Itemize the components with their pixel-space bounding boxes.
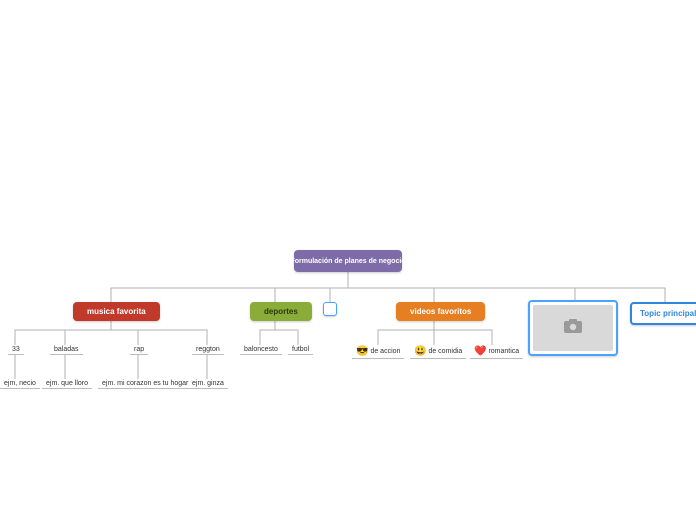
topic-musica[interactable]: musica favorita <box>73 302 160 321</box>
musica-grand-necio[interactable]: ejm, necio <box>0 379 40 389</box>
root-label: Formulación de planes de negocio <box>290 258 405 265</box>
topic-videos[interactable]: videos favoritos <box>396 302 485 321</box>
deportes-child-futbol[interactable]: futbol <box>288 345 313 355</box>
musica-child-reggton-label: reggton <box>196 346 220 353</box>
deportes-child-baloncesto-label: baloncesto <box>244 346 278 353</box>
topic-principal-label: Topic principal <box>640 309 696 318</box>
musica-child-reggton[interactable]: reggton <box>192 345 224 355</box>
sunglasses-icon: 😎 <box>356 346 368 357</box>
image-placeholder <box>533 305 613 351</box>
topic-musica-label: musica favorita <box>87 307 146 316</box>
musica-child-rap-label: rap <box>134 346 144 353</box>
videos-child-accion-label: de accion <box>370 348 400 355</box>
musica-grand-hogar[interactable]: ejm. mi corazon es tu hogar <box>98 379 192 389</box>
musica-child-33-label: 33 <box>12 346 20 353</box>
topic-principal[interactable]: Topic principal <box>630 302 696 325</box>
videos-child-comidia-label: de comidia <box>428 348 462 355</box>
videos-child-comidia[interactable]: 😃 de comidia <box>410 345 466 359</box>
deportes-child-baloncesto[interactable]: baloncesto <box>240 345 282 355</box>
topic-empty[interactable] <box>323 302 337 316</box>
videos-child-romantica[interactable]: ❤️ romantica <box>470 345 523 359</box>
musica-grand-lloro-label: ejm. que lloro <box>46 380 88 387</box>
topic-videos-label: videos favoritos <box>410 307 471 316</box>
topic-image[interactable] <box>528 300 618 356</box>
videos-child-accion[interactable]: 😎 de accion <box>352 345 404 359</box>
camera-icon <box>564 319 582 338</box>
musica-grand-ginza-label: ejm. ginza <box>192 380 224 387</box>
musica-child-rap[interactable]: rap <box>130 345 148 355</box>
musica-grand-hogar-label: ejm. mi corazon es tu hogar <box>102 380 188 387</box>
videos-child-romantica-label: romantica <box>488 348 519 355</box>
musica-grand-necio-label: ejm, necio <box>4 380 36 387</box>
musica-child-baladas-label: baladas <box>54 346 79 353</box>
topic-deportes[interactable]: deportes <box>250 302 312 321</box>
root-node[interactable]: Formulación de planes de negocio <box>294 250 402 272</box>
heart-icon: ❤️ <box>474 346 486 357</box>
musica-child-baladas[interactable]: baladas <box>50 345 83 355</box>
musica-child-33[interactable]: 33 <box>8 345 24 355</box>
musica-grand-lloro[interactable]: ejm. que lloro <box>42 379 92 389</box>
topic-deportes-label: deportes <box>264 307 298 316</box>
deportes-child-futbol-label: futbol <box>292 346 309 353</box>
musica-grand-ginza[interactable]: ejm. ginza <box>188 379 228 389</box>
smile-icon: 😃 <box>414 346 426 357</box>
